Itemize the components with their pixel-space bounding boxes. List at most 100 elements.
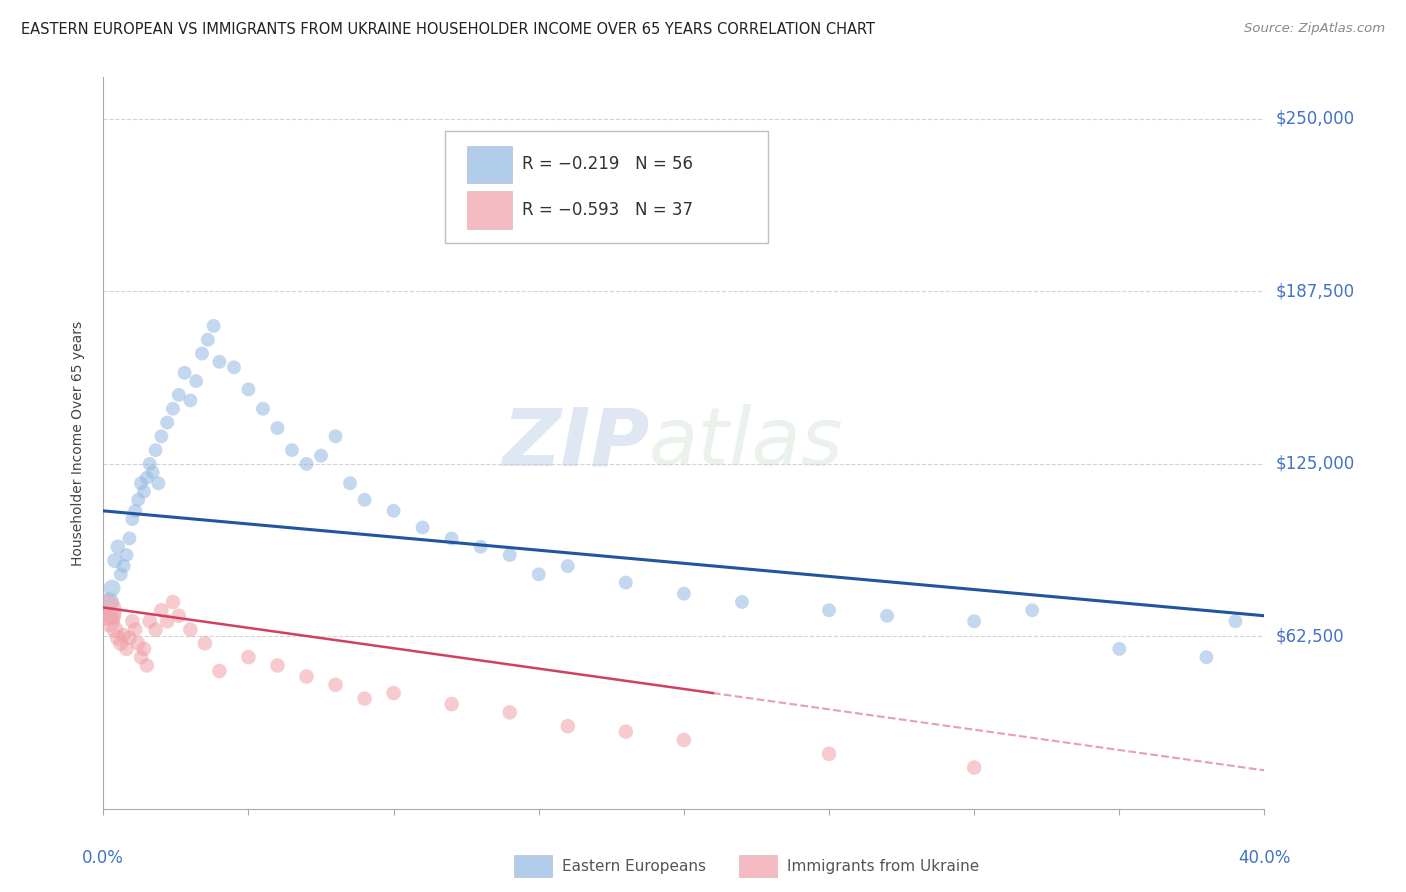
Point: [179, 623, 201, 637]
Point: [440, 697, 463, 711]
Text: $250,000: $250,000: [1275, 110, 1355, 128]
Point: [281, 443, 304, 458]
Point: [107, 631, 129, 645]
Point: [672, 587, 695, 601]
Text: 0.0%: 0.0%: [83, 849, 124, 867]
Point: [1225, 615, 1247, 629]
Text: Eastern Europeans: Eastern Europeans: [561, 859, 706, 873]
Point: [672, 733, 695, 747]
Point: [614, 724, 637, 739]
Text: Source: ZipAtlas.com: Source: ZipAtlas.com: [1244, 22, 1385, 36]
Text: $125,000: $125,000: [1275, 455, 1355, 473]
Point: [98, 615, 121, 629]
Point: [197, 333, 219, 347]
Point: [818, 603, 841, 617]
Point: [353, 691, 375, 706]
Point: [110, 636, 132, 650]
Text: $187,500: $187,500: [1275, 283, 1355, 301]
Point: [135, 471, 157, 485]
Point: [129, 650, 152, 665]
Point: [132, 641, 155, 656]
Point: [382, 686, 405, 700]
Point: [963, 615, 986, 629]
Point: [266, 658, 288, 673]
Point: [963, 761, 986, 775]
Point: [470, 540, 492, 554]
Point: [167, 608, 190, 623]
Point: [135, 658, 157, 673]
Point: [1021, 603, 1043, 617]
Point: [202, 318, 225, 333]
Point: [121, 512, 143, 526]
Point: [139, 615, 162, 629]
Point: [162, 401, 184, 416]
Point: [96, 603, 118, 617]
Text: Immigrants from Ukraine: Immigrants from Ukraine: [786, 859, 979, 873]
Point: [557, 719, 579, 733]
Point: [104, 623, 127, 637]
Point: [1195, 650, 1218, 665]
Text: atlas: atlas: [650, 404, 844, 483]
Point: [353, 492, 375, 507]
Point: [118, 631, 141, 645]
Point: [295, 669, 318, 683]
Text: EASTERN EUROPEAN VS IMMIGRANTS FROM UKRAINE HOUSEHOLDER INCOME OVER 65 YEARS COR: EASTERN EUROPEAN VS IMMIGRANTS FROM UKRA…: [21, 22, 875, 37]
Point: [325, 678, 347, 692]
Point: [129, 476, 152, 491]
Point: [731, 595, 754, 609]
Text: R = −0.593   N = 37: R = −0.593 N = 37: [522, 201, 693, 219]
Point: [222, 360, 245, 375]
Point: [115, 548, 138, 562]
Point: [101, 608, 124, 623]
Point: [339, 476, 361, 491]
Point: [499, 706, 522, 720]
Text: ZIP: ZIP: [502, 404, 650, 483]
Point: [139, 457, 162, 471]
Point: [557, 559, 579, 574]
Point: [658, 172, 681, 186]
Point: [818, 747, 841, 761]
Point: [186, 374, 208, 388]
Point: [132, 484, 155, 499]
Point: [309, 449, 332, 463]
Point: [325, 429, 347, 443]
Point: [145, 443, 167, 458]
Point: [295, 457, 318, 471]
Point: [238, 383, 260, 397]
Point: [238, 650, 260, 665]
Point: [115, 641, 138, 656]
Point: [208, 664, 231, 678]
Point: [121, 615, 143, 629]
Text: $62,500: $62,500: [1275, 627, 1344, 646]
Y-axis label: Householder Income Over 65 years: Householder Income Over 65 years: [72, 320, 86, 566]
Text: R = −0.219   N = 56: R = −0.219 N = 56: [522, 155, 693, 173]
Point: [252, 401, 274, 416]
Point: [179, 393, 201, 408]
Point: [124, 504, 146, 518]
Point: [124, 623, 146, 637]
Point: [208, 355, 231, 369]
Point: [98, 595, 121, 609]
Point: [156, 416, 179, 430]
Point: [142, 465, 165, 479]
Point: [127, 492, 149, 507]
Point: [156, 615, 179, 629]
Point: [162, 595, 184, 609]
Point: [118, 532, 141, 546]
Point: [150, 429, 173, 443]
Point: [127, 636, 149, 650]
Point: [440, 532, 463, 546]
Text: 40.0%: 40.0%: [1239, 849, 1291, 867]
Point: [148, 476, 170, 491]
Point: [167, 388, 190, 402]
Point: [112, 628, 135, 642]
Point: [110, 567, 132, 582]
Point: [527, 567, 550, 582]
Point: [107, 540, 129, 554]
Point: [412, 520, 434, 534]
Point: [104, 553, 127, 567]
Point: [499, 548, 522, 562]
Point: [112, 559, 135, 574]
Point: [1108, 641, 1130, 656]
Point: [614, 575, 637, 590]
